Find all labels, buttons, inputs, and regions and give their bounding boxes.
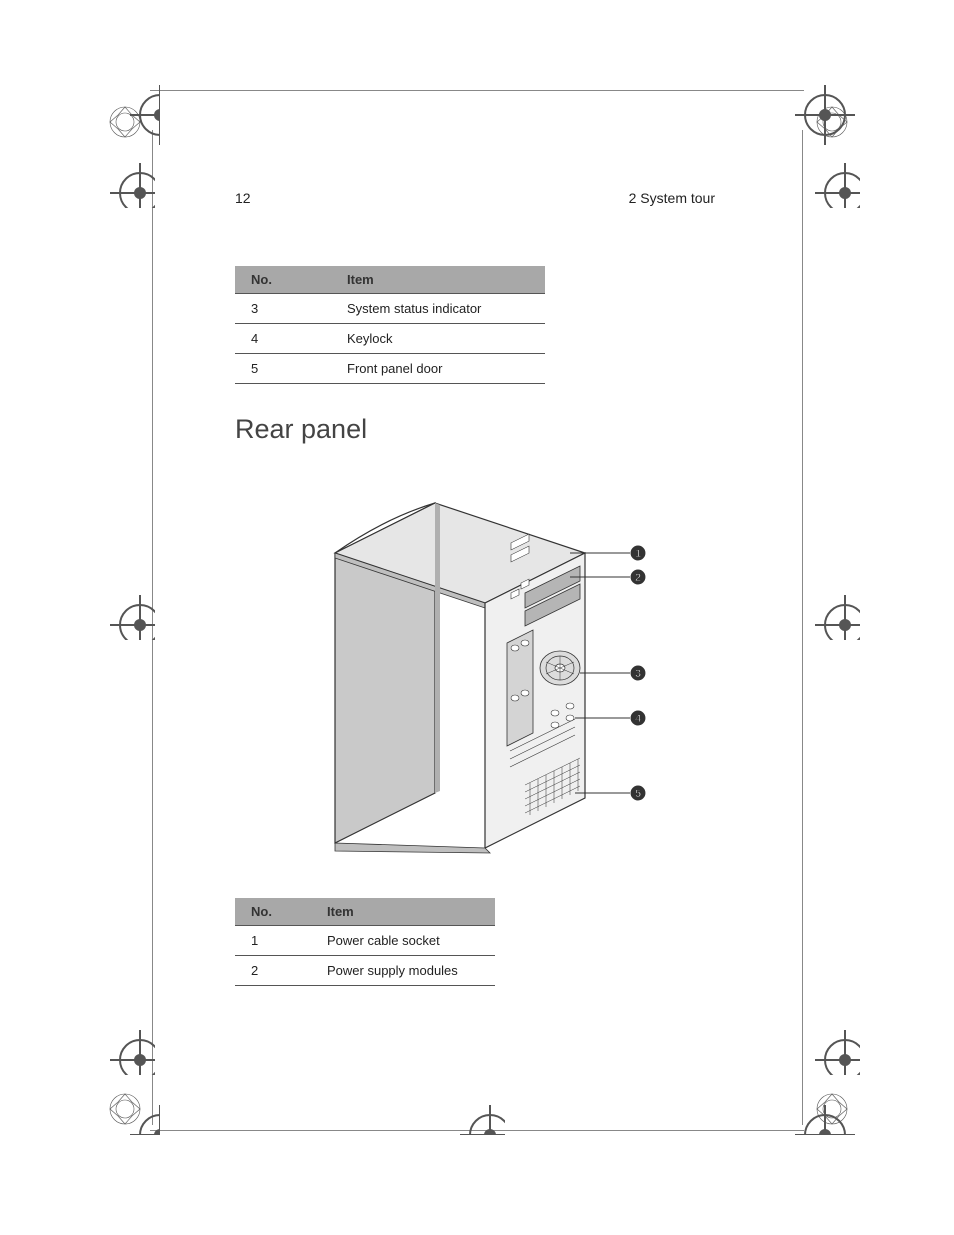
crop-target-icon	[95, 148, 155, 208]
page-content: 12 2 System tour No. Item 3 System statu…	[235, 190, 715, 986]
cell-no: 3	[235, 294, 331, 324]
column-header-item: Item	[331, 266, 545, 294]
cell-item: Front panel door	[331, 354, 545, 384]
svg-text:3: 3	[635, 668, 641, 680]
registration-rosette-icon	[108, 105, 142, 139]
table-row: 3 System status indicator	[235, 294, 545, 324]
svg-text:2: 2	[635, 572, 641, 584]
crop-rule-bottom	[150, 1130, 804, 1131]
svg-text:1: 1	[635, 548, 641, 560]
svg-text:5: 5	[635, 788, 641, 800]
registration-rosette-icon	[108, 1092, 142, 1126]
column-header-no: No.	[235, 898, 311, 926]
cell-item: Power cable socket	[311, 926, 495, 956]
table-row: 4 Keylock	[235, 324, 545, 354]
front-panel-items-table: No. Item 3 System status indicator 4 Key…	[235, 266, 545, 384]
chapter-title: 2 System tour	[629, 190, 715, 206]
section-heading: Rear panel	[235, 414, 715, 445]
crop-target-icon	[800, 148, 860, 208]
page-number: 12	[235, 190, 251, 206]
crop-rule-top	[150, 90, 804, 91]
column-header-no: No.	[235, 266, 331, 294]
running-header: 12 2 System tour	[235, 190, 715, 206]
rear-panel-items-table: No. Item 1 Power cable socket 2 Power su…	[235, 898, 495, 986]
table-header-row: No. Item	[235, 898, 495, 926]
cell-item: System status indicator	[331, 294, 545, 324]
table-header-row: No. Item	[235, 266, 545, 294]
table-row: 2 Power supply modules	[235, 956, 495, 986]
table-row: 5 Front panel door	[235, 354, 545, 384]
crop-target-icon	[800, 580, 860, 640]
table-row: 1 Power cable socket	[235, 926, 495, 956]
crop-rule-right	[802, 130, 803, 1125]
registration-rosette-icon	[815, 105, 849, 139]
crop-target-icon	[445, 1075, 505, 1135]
cell-item: Power supply modules	[311, 956, 495, 986]
registration-rosette-icon	[815, 1092, 849, 1126]
crop-target-icon	[800, 1015, 860, 1075]
crop-target-icon	[95, 1015, 155, 1075]
cell-no: 4	[235, 324, 331, 354]
cell-no: 2	[235, 956, 311, 986]
svg-text:4: 4	[635, 713, 642, 725]
crop-rule-left	[152, 130, 153, 1125]
cell-no: 1	[235, 926, 311, 956]
rear-panel-diagram: 1 2 3 4 5	[275, 463, 675, 868]
column-header-item: Item	[311, 898, 495, 926]
cell-item: Keylock	[331, 324, 545, 354]
crop-target-icon	[95, 580, 155, 640]
cell-no: 5	[235, 354, 331, 384]
